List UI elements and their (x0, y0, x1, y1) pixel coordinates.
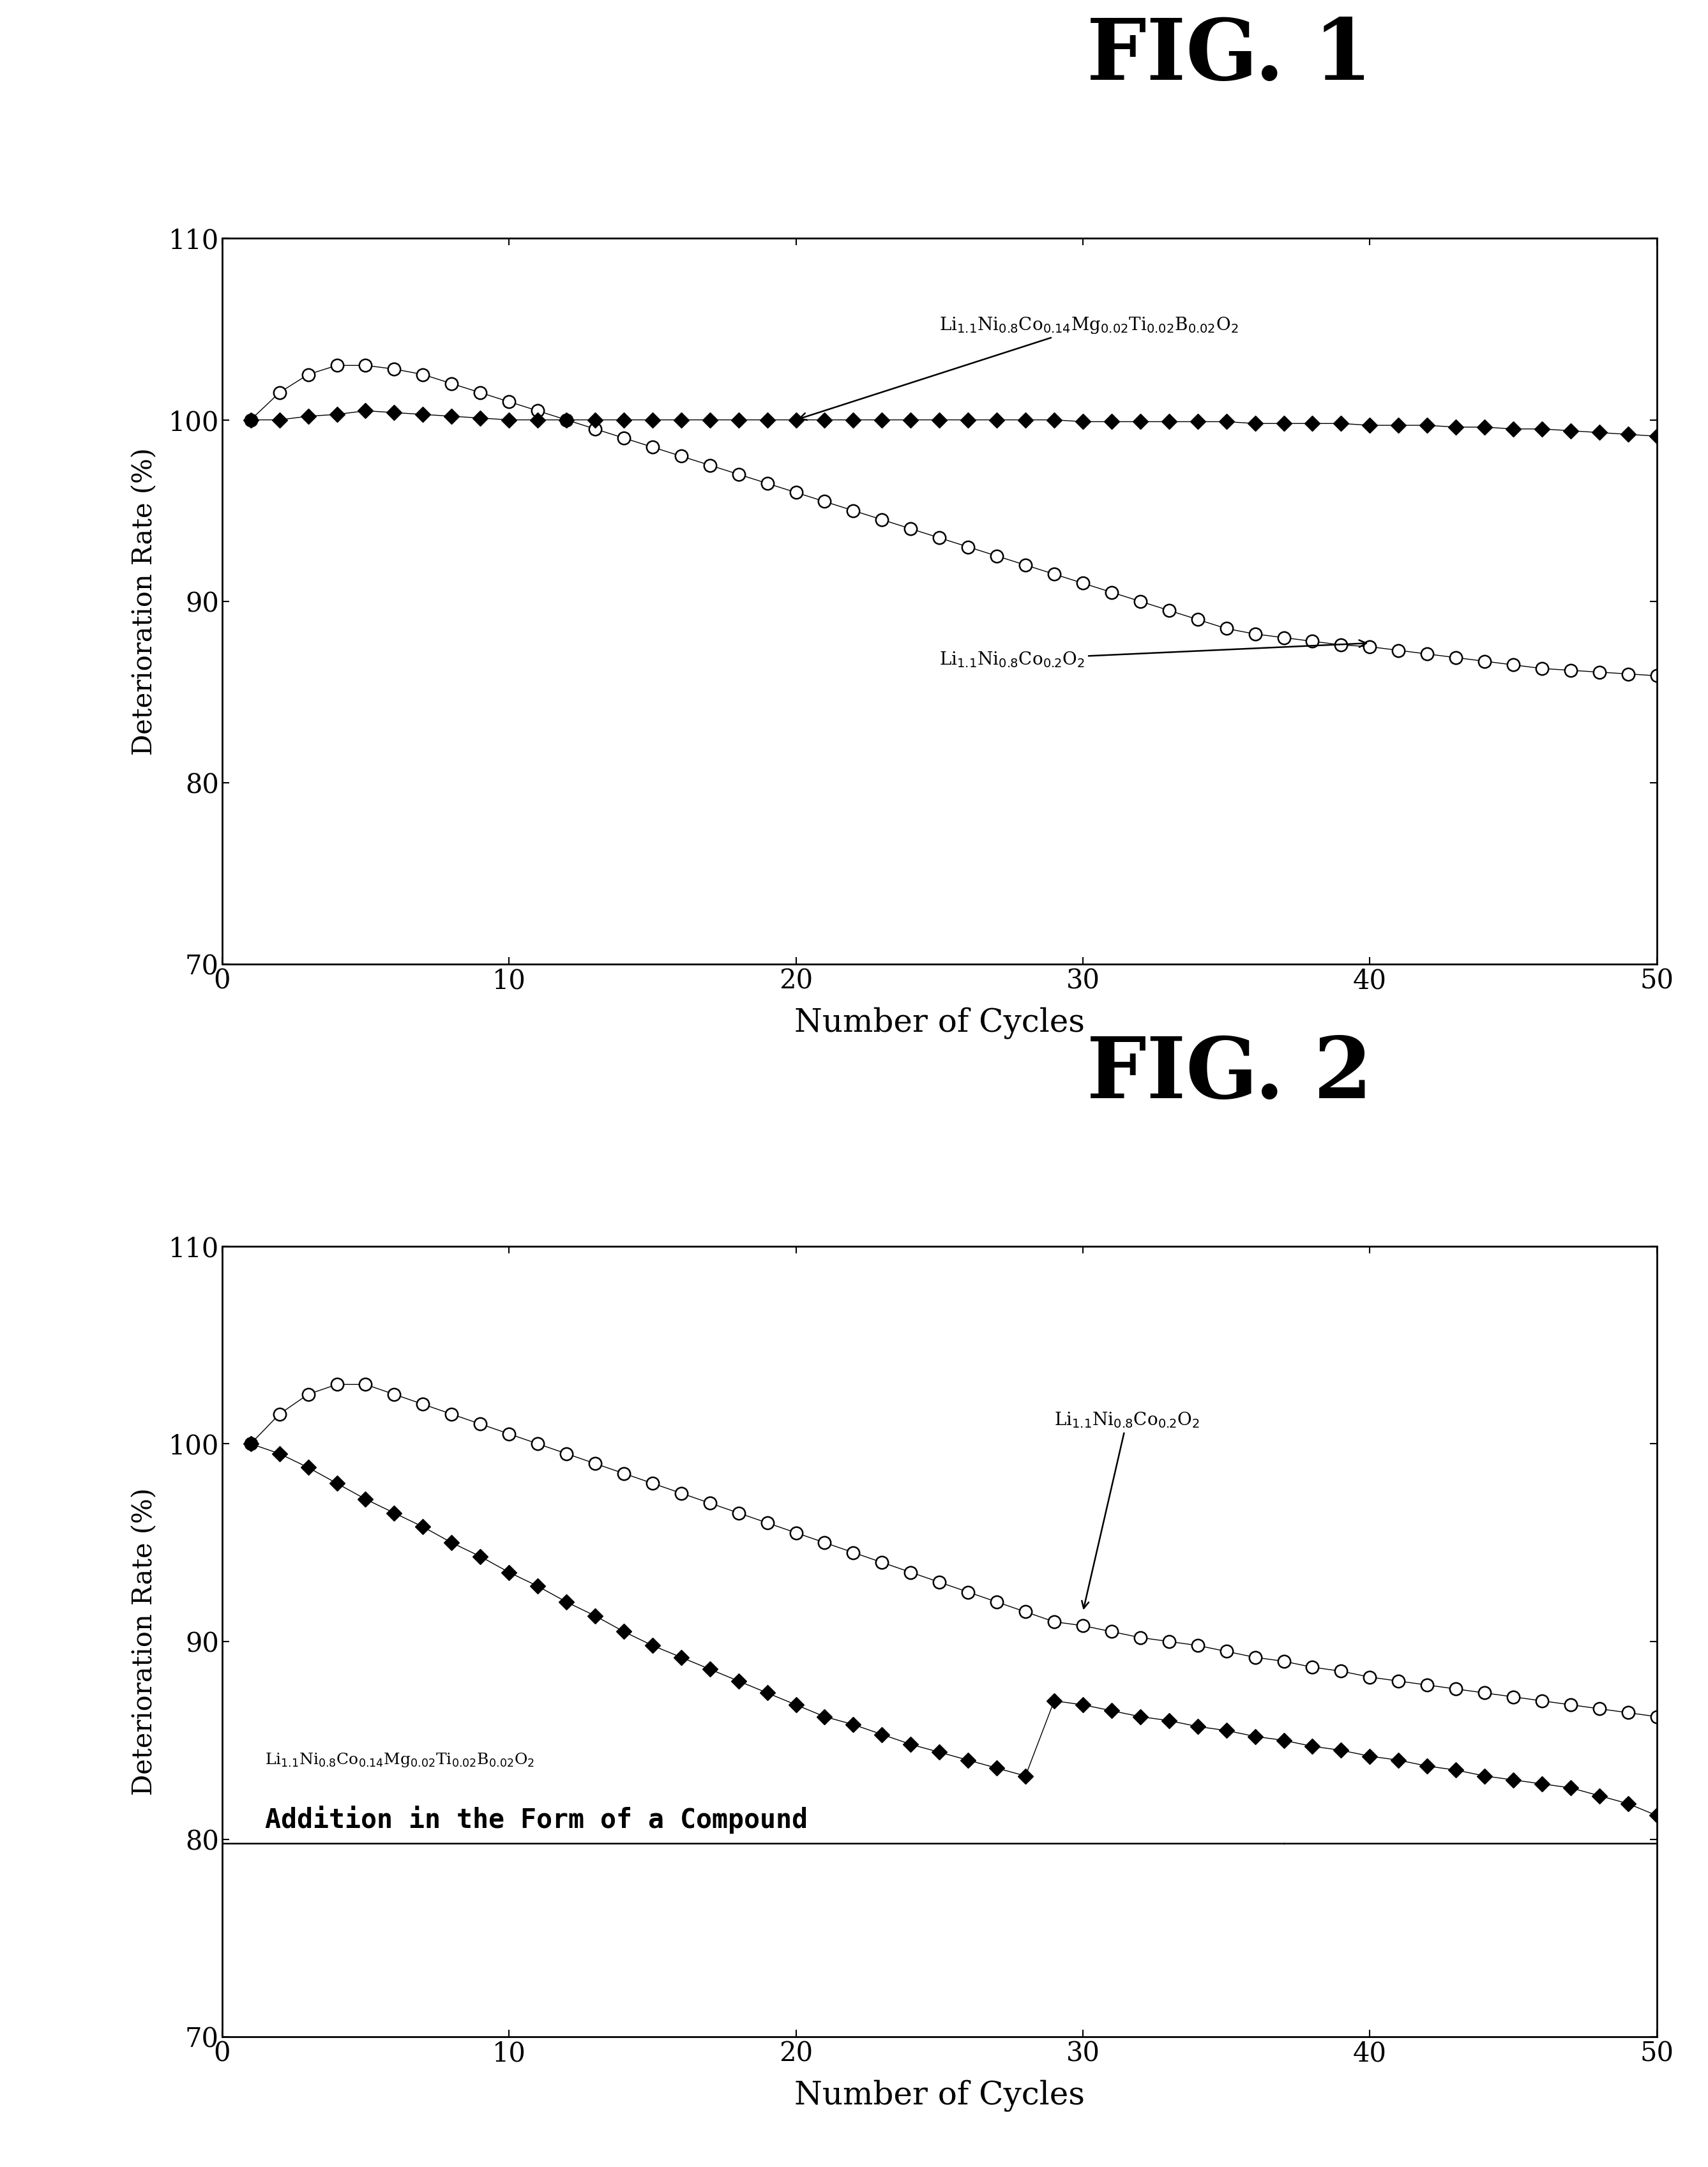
Text: Li$_{1.1}$Ni$_{0.8}$Co$_{0.14}$Mg$_{0.02}$Ti$_{0.02}$B$_{0.02}$O$_2$: Li$_{1.1}$Ni$_{0.8}$Co$_{0.14}$Mg$_{0.02… (799, 316, 1238, 420)
Text: Li$_{1.1}$Ni$_{0.8}$Co$_{0.14}$Mg$_{0.02}$Ti$_{0.02}$B$_{0.02}$O$_2$: Li$_{1.1}$Ni$_{0.8}$Co$_{0.14}$Mg$_{0.02… (265, 1751, 535, 1768)
Text: FIG. 2: FIG. 2 (1086, 1034, 1373, 1116)
X-axis label: Number of Cycles: Number of Cycles (794, 2080, 1085, 2111)
X-axis label: Number of Cycles: Number of Cycles (794, 1008, 1085, 1038)
Text: Addition in the Form of a Compound: Addition in the Form of a Compound (265, 1805, 808, 1833)
Y-axis label: Deterioration Rate (%): Deterioration Rate (%) (132, 1489, 157, 1794)
Y-axis label: Deterioration Rate (%): Deterioration Rate (%) (132, 449, 157, 754)
Text: FIG. 1: FIG. 1 (1086, 15, 1373, 98)
Text: Li$_{1.1}$Ni$_{0.8}$Co$_{0.2}$O$_2$: Li$_{1.1}$Ni$_{0.8}$Co$_{0.2}$O$_2$ (1054, 1411, 1199, 1608)
Text: Li$_{1.1}$Ni$_{0.8}$Co$_{0.2}$O$_2$: Li$_{1.1}$Ni$_{0.8}$Co$_{0.2}$O$_2$ (939, 639, 1366, 670)
